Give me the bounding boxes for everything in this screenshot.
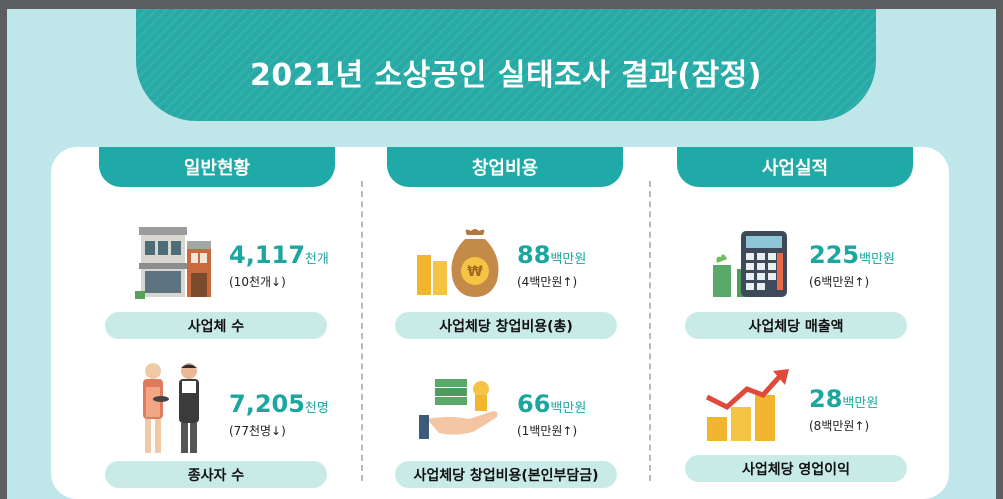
calculator-cash-icon bbox=[713, 231, 787, 297]
stat-unit: 백만원 bbox=[550, 252, 587, 267]
stat-startup-cost-total: 88백만원 (4백만원↑) bbox=[517, 241, 586, 290]
stat-unit: 백만원 bbox=[550, 401, 587, 416]
title-banner: 2021년 소상공인 실태조사 결과(잠정) bbox=[136, 9, 876, 121]
stat-unit: 백만원 bbox=[859, 252, 895, 267]
stat-startup-cost-self: 66백만원 (1백만원↑) bbox=[517, 390, 586, 439]
column-divider bbox=[649, 181, 651, 481]
stat-value: 28 bbox=[809, 385, 843, 413]
label-revenue: 사업체당 매출액 bbox=[685, 312, 907, 339]
stat-worker-count: 7,205천명 (77천명↓) bbox=[229, 390, 329, 439]
column-divider bbox=[361, 181, 363, 481]
stat-unit: 천명 bbox=[304, 401, 329, 416]
stat-delta: (10천개↓) bbox=[229, 275, 286, 289]
money-bag-coins-icon: ₩ bbox=[417, 229, 499, 297]
label-startup-cost-total: 사업체당 창업비용(총) bbox=[395, 312, 617, 339]
results-card: 일반현황 4,117천개 (10천개↓) 사업체 수 bbox=[51, 147, 949, 499]
stat-value: 66 bbox=[517, 390, 551, 418]
hand-money-icon bbox=[419, 379, 498, 439]
stat-delta: (8백만원↑) bbox=[809, 419, 870, 433]
stat-unit: 백만원 bbox=[842, 396, 879, 411]
stat-value: 4,117 bbox=[229, 241, 305, 269]
stat-delta: (6백만원↑) bbox=[809, 275, 870, 289]
workers-icon bbox=[143, 361, 199, 453]
stat-revenue: 225백만원 (6백만원↑) bbox=[809, 241, 895, 290]
stat-value: 88 bbox=[517, 241, 551, 269]
tab-business-performance: 사업실적 bbox=[677, 147, 913, 187]
stat-unit: 천개 bbox=[304, 252, 329, 267]
svg-text:₩: ₩ bbox=[467, 264, 483, 280]
stat-delta: (77천명↓) bbox=[229, 424, 286, 438]
label-business-count: 사업체 수 bbox=[105, 312, 327, 339]
label-startup-cost-self: 사업체당 창업비용(본인부담금) bbox=[395, 461, 617, 488]
tab-general-status: 일반현황 bbox=[99, 147, 335, 187]
coins-growth-arrow-icon bbox=[705, 369, 789, 441]
stat-operating-profit: 28백만원 (8백만원↑) bbox=[809, 385, 878, 434]
stat-value: 7,205 bbox=[229, 390, 305, 418]
shop-building-icon bbox=[135, 227, 211, 299]
stat-delta: (4백만원↑) bbox=[517, 275, 578, 289]
stat-value: 225 bbox=[809, 241, 860, 269]
page-title: 2021년 소상공인 실태조사 결과(잠정) bbox=[249, 58, 763, 93]
label-operating-profit: 사업체당 영업이익 bbox=[685, 455, 907, 482]
label-worker-count: 종사자 수 bbox=[105, 461, 327, 488]
stat-delta: (1백만원↑) bbox=[517, 424, 578, 438]
stat-business-count: 4,117천개 (10천개↓) bbox=[229, 241, 329, 290]
infographic-frame: 2021년 소상공인 실태조사 결과(잠정) 일반현황 4,117천개 (10천… bbox=[7, 9, 996, 499]
tab-startup-cost: 창업비용 bbox=[387, 147, 623, 187]
